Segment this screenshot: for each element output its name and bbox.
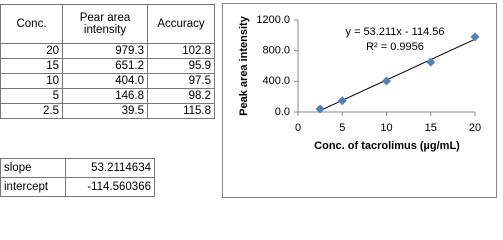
table-cell: 102.8 (147, 43, 215, 59)
x-tick-label: 0 (295, 122, 301, 134)
table-cell: 95.9 (147, 58, 215, 74)
table-cell: 115.8 (147, 103, 215, 119)
y-tick-label: 0.0 (275, 106, 290, 118)
chart: y = 53.211x - 114.56 R² = 0.9956 Conc. o… (222, 3, 497, 198)
data-point (470, 32, 480, 42)
y-tick-label: 1200.0 (256, 14, 290, 26)
x-tick-label: 5 (339, 122, 345, 134)
header-cell: Accuracy (147, 4, 215, 44)
table-cell: 98.2 (147, 88, 215, 104)
summary-table: slope 53.2114634 intercept -114.560366 (0, 158, 155, 197)
table-cell: 39.5 (62, 103, 148, 119)
page: Conc. Pear area intensity Accuracy 20 979.3 1… (0, 3, 497, 198)
table-row: Conc. Pear area intensity Accuracy (0, 4, 215, 44)
y-tick-label: 400.0 (262, 75, 290, 87)
chart-frame (222, 3, 497, 198)
x-tick-label: 10 (380, 122, 392, 134)
table-row: 2.5 39.5 115.8 (0, 103, 215, 119)
x-tick-label: 15 (425, 122, 437, 134)
table-row: 10 404.0 97.5 (0, 73, 215, 89)
x-axis-title: Conc. of tacrolimus (µg/mL) (314, 140, 460, 152)
table-cell: 404.0 (62, 73, 148, 89)
data-table: Conc. Pear area intensity Accuracy 20 979.3 1… (0, 4, 215, 119)
table-cell: -114.560366 (65, 177, 155, 197)
table-row: 20 979.3 102.8 (0, 43, 215, 59)
table-row: 15 651.2 95.9 (0, 58, 215, 74)
y-tick-label: 800.0 (262, 45, 290, 57)
header-cell: Pear area intensity (62, 4, 148, 44)
data-point (337, 96, 347, 106)
table-cell: 146.8 (62, 88, 148, 104)
trendline (319, 38, 476, 112)
data-point (315, 104, 325, 114)
table-cell: 2.5 (0, 103, 63, 119)
table-row: intercept -114.560366 (0, 177, 155, 197)
y-axis-title: Peak area intensity (238, 15, 250, 116)
trend-equation: y = 53.211x - 114.56 (346, 26, 445, 38)
x-tick-label: 20 (469, 122, 481, 134)
table-row: slope 53.2114634 (0, 158, 155, 178)
data-point (382, 76, 391, 86)
header-cell: Conc. (0, 4, 63, 44)
table-cell: 97.5 (147, 73, 215, 89)
table-row: 5 146.8 98.2 (0, 88, 215, 104)
table-cell: 53.2114634 (65, 158, 155, 178)
trend-r2: R² = 0.9956 (366, 41, 424, 53)
data-point (426, 57, 436, 67)
